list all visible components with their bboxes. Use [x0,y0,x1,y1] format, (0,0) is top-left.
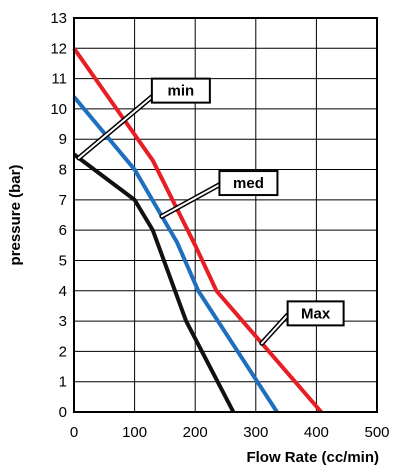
x-tick-label: 500 [364,424,389,441]
series-lines [72,47,323,414]
plot-frame [73,17,378,413]
y-tick-label: 4 [59,283,67,300]
y-tick-label: 7 [59,192,67,209]
y-tick-label: 6 [59,222,67,239]
grid [73,17,378,413]
series-label-med: med [233,175,264,192]
callout-box-max [286,300,345,327]
callout-leader-inner-max [260,314,289,345]
callout-leader-inner-min [77,95,153,160]
x-tick-label: 100 [122,424,147,441]
y-tick-label: 2 [59,343,67,360]
y-tick-label: 11 [51,71,67,88]
x-tick-labels: 0 100 200 300 400 500 [70,424,390,441]
series-label-min: min [168,83,195,100]
x-tick-label: 0 [70,424,78,441]
y-tick-label: 12 [50,40,67,57]
y-tick-label: 8 [59,162,67,179]
y-tick-label: 0 [59,404,67,421]
callout-leader-inner-med [160,183,221,218]
series-line-med [72,95,279,414]
y-tick-label: 3 [59,313,67,330]
series-line-max [72,47,323,414]
y-tick-label: 5 [59,252,67,269]
y-tick-label: 10 [50,101,67,118]
x-tick-label: 200 [183,424,208,441]
y-tick-label: 13 [50,10,67,27]
y-axis-label: pressure (bar) [7,165,24,266]
x-axis-label: Flow Rate (cc/min) [246,449,379,466]
series-callouts: min med Max [76,77,345,346]
callout-box-min [150,77,211,104]
series-line-min [72,152,236,413]
x-tick-label: 300 [243,424,268,441]
callout-box-med [218,170,279,197]
y-tick-label: 1 [59,374,67,391]
x-tick-label: 400 [304,424,329,441]
y-tick-label: 9 [59,131,67,148]
series-label-max: Max [301,305,331,322]
